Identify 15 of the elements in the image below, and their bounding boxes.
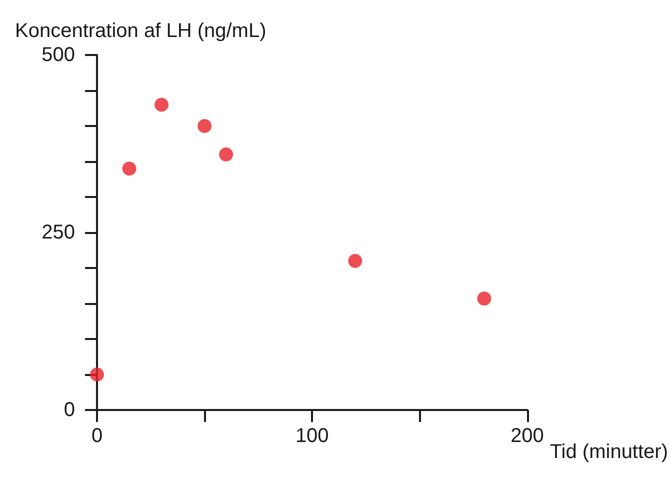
x-tick-label: 200: [510, 425, 544, 447]
x-axis-title: Tid (minutter): [550, 441, 668, 463]
y-tick-label: 250: [42, 222, 75, 244]
point: [348, 254, 362, 268]
point: [219, 147, 234, 162]
y-tick-label: 0: [64, 399, 75, 421]
point: [154, 98, 169, 112]
x-tick-label: 0: [91, 425, 103, 447]
x-tick-label: 100: [295, 425, 329, 447]
point: [122, 162, 136, 176]
y-axis-title: Koncentration af LH (ng/mL): [15, 20, 266, 42]
point: [90, 368, 104, 382]
y-tick-label: 500: [42, 44, 75, 66]
point: [198, 119, 212, 133]
point: [477, 292, 492, 306]
